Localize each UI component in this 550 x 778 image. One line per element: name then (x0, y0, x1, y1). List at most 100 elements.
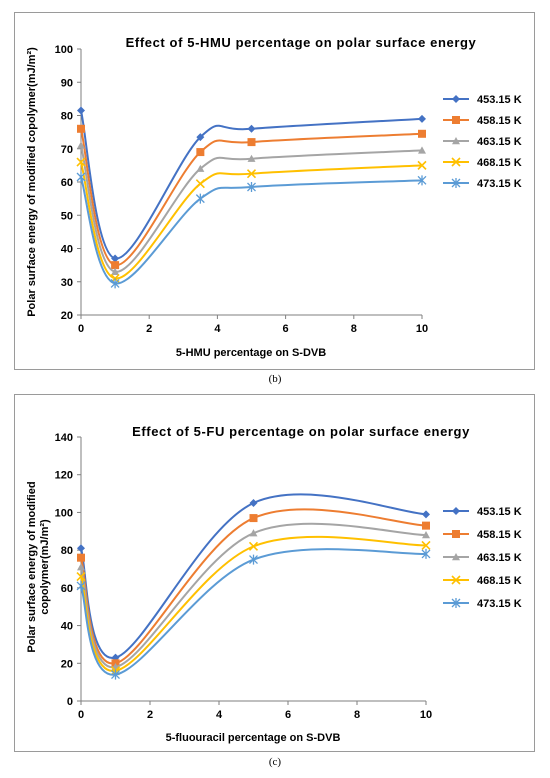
caption-c: (c) (268, 756, 282, 768)
series-line (80, 548, 427, 676)
chart-c-svg: Effect of 5-FU percentage on polar surfa… (26, 424, 522, 744)
series-line (80, 535, 427, 672)
x-tick-label: 4 (216, 709, 223, 721)
legend-marker (451, 178, 461, 188)
chart-panel-c: Effect of 5-FU percentage on polar surfa… (14, 394, 535, 752)
caption-b: (b) (268, 373, 282, 385)
data-point (77, 124, 85, 133)
data-point (422, 521, 430, 530)
y-tick-label: 60 (61, 177, 73, 189)
data-point (418, 114, 426, 123)
data-point (247, 138, 256, 147)
legend-label: 458.15 K (477, 115, 522, 127)
data-point (422, 510, 430, 519)
data-point (246, 169, 257, 179)
y-tick-label: 80 (61, 545, 73, 557)
legend-marker (451, 575, 461, 585)
legend-label: 473.15 K (477, 598, 522, 610)
x-tick-label: 10 (420, 709, 432, 721)
series-1 (77, 106, 426, 263)
data-point (417, 160, 427, 170)
data-point (196, 133, 205, 142)
x-tick-label: 6 (285, 709, 291, 721)
y-tick-label: 40 (61, 621, 73, 633)
data-point (248, 541, 259, 551)
data-point (422, 531, 430, 539)
y-tick-label: 100 (55, 44, 73, 56)
x-tick-label: 0 (78, 709, 84, 721)
y-tick-label: 40 (61, 244, 73, 256)
y-tick-label: 80 (61, 111, 73, 123)
data-point (249, 514, 258, 523)
data-point (247, 124, 256, 133)
chart-panel-b: Effect of 5-HMU percentage on polar surf… (14, 12, 535, 370)
data-point (417, 175, 427, 186)
data-point (77, 141, 85, 149)
legend-label: 468.15 K (477, 157, 522, 169)
data-point (249, 529, 258, 537)
x-tick-label: 8 (354, 709, 360, 721)
data-point (421, 540, 431, 550)
series-line (80, 508, 427, 665)
series-3 (77, 522, 430, 671)
data-point (249, 554, 258, 565)
data-point (196, 164, 205, 172)
data-point (77, 106, 85, 115)
data-point (249, 499, 258, 507)
data-point (111, 254, 120, 263)
series-line (80, 493, 427, 659)
series-5 (76, 172, 427, 289)
legend-marker (452, 530, 460, 538)
data-point (196, 148, 205, 157)
data-point (77, 553, 85, 562)
series-3 (77, 141, 426, 275)
series-5 (76, 548, 431, 680)
legend-marker (452, 553, 460, 561)
data-point (247, 154, 256, 162)
legend-label: 453.15 K (477, 506, 522, 518)
legend-label: 453.15 K (477, 94, 522, 106)
data-point (418, 146, 426, 154)
x-axis-label: 5-HMU percentage on S-DVB (176, 347, 326, 359)
x-tick-label: 4 (214, 323, 221, 335)
data-point (247, 181, 256, 192)
y-tick-label: 30 (61, 277, 73, 289)
y-tick-label: 140 (55, 432, 73, 444)
series-2 (77, 124, 426, 270)
legend-marker (451, 157, 461, 167)
series-line (80, 522, 427, 669)
data-point (76, 172, 86, 183)
data-point (76, 580, 86, 591)
y-axis-label-line: Polar surface energy of modified (26, 481, 38, 652)
data-point (110, 278, 120, 289)
data-point (195, 179, 205, 189)
y-tick-label: 50 (61, 210, 73, 222)
y-tick-label: 70 (61, 144, 73, 156)
y-tick-label: 0 (67, 696, 73, 708)
legend-label: 463.15 K (477, 552, 522, 564)
legend-marker (452, 507, 460, 515)
data-point (76, 571, 86, 582)
chart-title: Effect of 5-FU percentage on polar surfa… (132, 424, 470, 439)
data-point (418, 129, 426, 138)
x-tick-label: 10 (416, 323, 428, 335)
data-point (77, 563, 85, 571)
legend-label: 473.15 K (477, 178, 522, 190)
legend-marker (452, 95, 460, 103)
x-tick-label: 0 (78, 323, 84, 335)
data-point (76, 157, 86, 167)
legend-marker (452, 116, 460, 124)
legend-marker (451, 598, 461, 608)
x-tick-label: 8 (351, 323, 357, 335)
series-line (80, 176, 423, 285)
legend-label: 463.15 K (477, 136, 522, 148)
y-tick-label: 60 (61, 583, 73, 595)
data-point (77, 544, 85, 553)
y-axis-label: Polar surface energy of modified copolym… (26, 47, 38, 317)
chart-title: Effect of 5-HMU percentage on polar surf… (126, 35, 477, 50)
legend-label: 458.15 K (477, 529, 522, 541)
x-tick-label: 2 (147, 709, 153, 721)
y-tick-label: 20 (61, 310, 73, 322)
data-point (111, 261, 120, 270)
data-point (421, 548, 431, 559)
